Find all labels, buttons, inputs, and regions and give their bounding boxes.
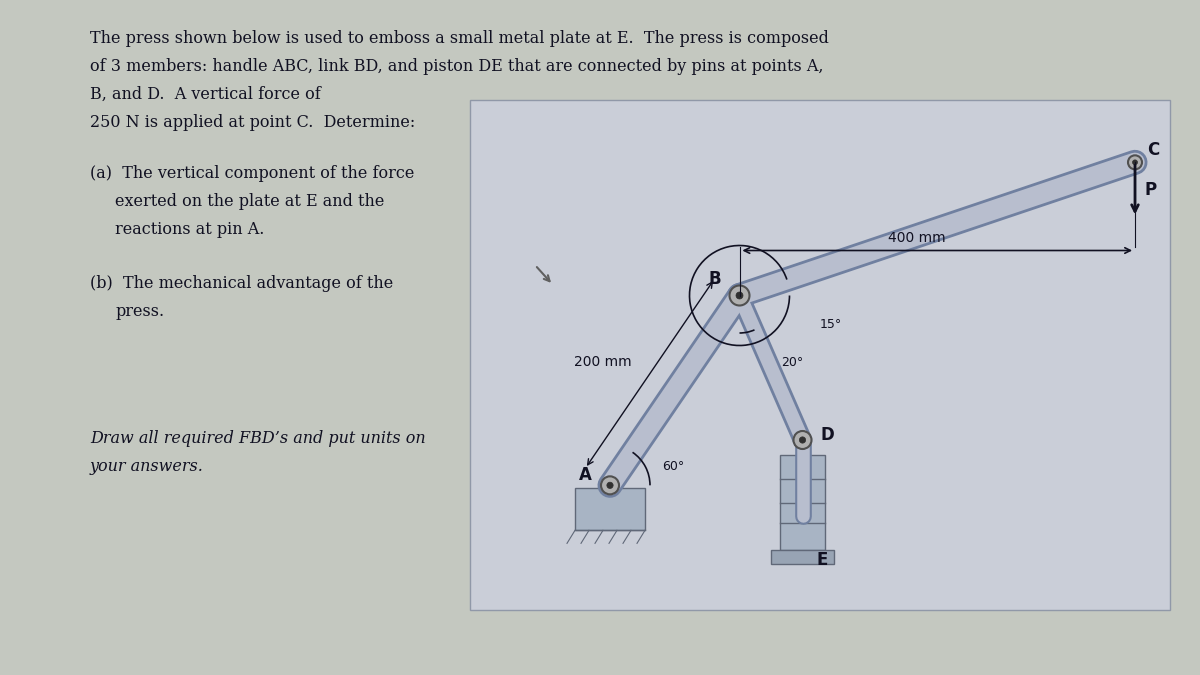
Text: 60°: 60° — [662, 460, 684, 473]
Text: exerted on the plate at E and the: exerted on the plate at E and the — [115, 193, 384, 210]
Circle shape — [793, 431, 811, 449]
Bar — [780, 455, 826, 550]
Text: C: C — [1147, 141, 1159, 159]
Bar — [470, 100, 1170, 610]
Circle shape — [736, 292, 743, 299]
Text: 400 mm: 400 mm — [888, 230, 946, 244]
Circle shape — [601, 477, 619, 494]
Text: E: E — [816, 551, 828, 568]
Text: A: A — [580, 466, 592, 485]
Text: 250 N is applied at point C.  Determine:: 250 N is applied at point C. Determine: — [90, 114, 415, 131]
Text: 15°: 15° — [820, 317, 841, 331]
Text: of 3 members: handle ABC, link BD, and piston DE that are connected by pins at p: of 3 members: handle ABC, link BD, and p… — [90, 58, 823, 75]
Circle shape — [799, 437, 805, 443]
Bar — [772, 550, 834, 564]
Circle shape — [1133, 160, 1138, 165]
Text: D: D — [821, 426, 834, 444]
Bar — [575, 488, 646, 531]
Text: B, and D.  A vertical force of: B, and D. A vertical force of — [90, 86, 320, 103]
Text: B: B — [709, 269, 721, 288]
Text: 200 mm: 200 mm — [575, 354, 632, 369]
Circle shape — [1128, 155, 1142, 169]
Text: Draw all required FBD’s and put units on: Draw all required FBD’s and put units on — [90, 430, 426, 447]
Text: P: P — [1145, 181, 1157, 199]
Text: press.: press. — [115, 303, 164, 320]
Circle shape — [607, 482, 613, 489]
Text: reactions at pin A.: reactions at pin A. — [115, 221, 264, 238]
Text: your answers.: your answers. — [90, 458, 204, 475]
Circle shape — [730, 286, 750, 306]
Text: (b)  The mechanical advantage of the: (b) The mechanical advantage of the — [90, 275, 394, 292]
Text: 20°: 20° — [781, 356, 804, 369]
Text: The press shown below is used to emboss a small metal plate at E.  The press is : The press shown below is used to emboss … — [90, 30, 829, 47]
Text: (a)  The vertical component of the force: (a) The vertical component of the force — [90, 165, 414, 182]
